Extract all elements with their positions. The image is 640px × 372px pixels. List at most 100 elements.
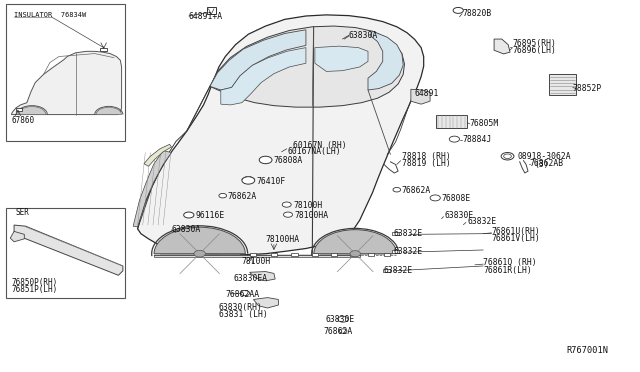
Text: 78818 (RH): 78818 (RH)	[402, 153, 451, 161]
Bar	[368, 253, 374, 256]
Circle shape	[453, 7, 463, 13]
Bar	[207, 7, 216, 14]
Circle shape	[194, 250, 205, 257]
Circle shape	[393, 187, 401, 192]
Bar	[549, 74, 576, 95]
Bar	[392, 232, 399, 235]
Bar	[331, 253, 337, 256]
Text: SER: SER	[16, 208, 30, 217]
Circle shape	[184, 212, 194, 218]
Polygon shape	[138, 15, 424, 255]
Text: 76861V(LH): 76861V(LH)	[492, 234, 540, 243]
Circle shape	[259, 156, 272, 164]
Text: 76862A: 76862A	[323, 327, 353, 336]
Polygon shape	[210, 30, 306, 90]
Polygon shape	[253, 298, 278, 308]
Bar	[350, 253, 356, 256]
Text: 76410F: 76410F	[256, 177, 285, 186]
Text: 67860: 67860	[12, 116, 35, 125]
Text: R767001N: R767001N	[566, 346, 609, 355]
Text: 78820B: 78820B	[462, 9, 492, 17]
Text: 08918-3062A: 08918-3062A	[517, 153, 571, 161]
Text: 76861Q (RH): 76861Q (RH)	[483, 258, 537, 267]
Text: 76896(LH): 76896(LH)	[512, 46, 556, 55]
Polygon shape	[210, 26, 404, 107]
Bar	[6, 208, 125, 298]
Wedge shape	[96, 107, 122, 115]
Text: 76862A: 76862A	[228, 192, 257, 201]
Polygon shape	[10, 231, 24, 242]
Text: 76805M: 76805M	[470, 119, 499, 128]
Text: 76808A: 76808A	[274, 156, 303, 165]
Text: 63832E: 63832E	[394, 247, 423, 256]
Text: 76895(RH): 76895(RH)	[512, 39, 556, 48]
Polygon shape	[221, 48, 306, 105]
Text: 63830(RH): 63830(RH)	[219, 303, 263, 312]
Text: 60167N (RH): 60167N (RH)	[293, 141, 347, 150]
Bar	[154, 255, 360, 257]
Text: 63830E: 63830E	[445, 211, 474, 220]
Circle shape	[501, 153, 514, 160]
Text: 76862AB: 76862AB	[530, 159, 564, 168]
Bar	[271, 253, 277, 256]
Text: 76861U(RH): 76861U(RH)	[492, 227, 540, 236]
Text: 64891: 64891	[415, 89, 439, 98]
Circle shape	[282, 202, 291, 207]
Bar	[312, 253, 318, 256]
Text: 76850P(RH): 76850P(RH)	[12, 278, 58, 287]
Bar	[436, 115, 467, 128]
Circle shape	[284, 212, 292, 217]
Bar	[250, 253, 256, 256]
Circle shape	[504, 154, 511, 158]
Text: 76808E: 76808E	[442, 194, 471, 203]
Polygon shape	[315, 46, 368, 71]
Text: 63830A: 63830A	[172, 225, 201, 234]
Wedge shape	[18, 106, 46, 115]
Text: 63832E: 63832E	[467, 217, 497, 226]
Text: 78819 (LH): 78819 (LH)	[402, 159, 451, 168]
Text: 63830EA: 63830EA	[234, 274, 268, 283]
Polygon shape	[411, 89, 430, 104]
Text: 78884J: 78884J	[462, 135, 492, 144]
Circle shape	[219, 193, 227, 198]
Text: 63832E: 63832E	[394, 229, 423, 238]
Wedge shape	[154, 227, 245, 254]
Polygon shape	[494, 39, 510, 54]
Text: 76851P(LH): 76851P(LH)	[12, 285, 58, 294]
Circle shape	[241, 291, 250, 296]
Text: 76862AA: 76862AA	[225, 291, 259, 299]
Bar	[392, 250, 399, 253]
Text: 78852P: 78852P	[573, 84, 602, 93]
Circle shape	[350, 251, 360, 257]
Polygon shape	[368, 31, 403, 90]
Polygon shape	[12, 51, 122, 115]
Text: INSULATOR  76834W: INSULATOR 76834W	[14, 12, 86, 18]
Text: 78100HA: 78100HA	[294, 211, 328, 220]
Circle shape	[449, 136, 460, 142]
Circle shape	[242, 177, 255, 184]
Text: 63830A: 63830A	[349, 31, 378, 40]
Circle shape	[430, 195, 440, 201]
Bar	[100, 48, 107, 51]
Circle shape	[338, 316, 348, 322]
Wedge shape	[314, 230, 397, 254]
Text: 64891+A: 64891+A	[189, 12, 223, 21]
Bar	[291, 253, 298, 256]
Bar	[383, 269, 390, 272]
Polygon shape	[250, 272, 275, 281]
Text: 63831 (LH): 63831 (LH)	[219, 310, 268, 319]
Bar	[16, 108, 22, 111]
Polygon shape	[144, 144, 172, 166]
Text: 60167NA(LH): 60167NA(LH)	[288, 147, 342, 156]
Text: 76861R(LH): 76861R(LH)	[483, 266, 532, 275]
Text: 78100HA: 78100HA	[266, 235, 300, 244]
Bar	[384, 253, 390, 256]
Text: 78100H: 78100H	[293, 201, 323, 210]
Text: 76862A: 76862A	[402, 186, 431, 195]
Text: 63830E: 63830E	[325, 315, 355, 324]
Text: 63832E: 63832E	[384, 266, 413, 275]
Text: 78100H: 78100H	[242, 257, 271, 266]
Text: 96116E: 96116E	[196, 211, 225, 220]
Bar	[6, 4, 125, 141]
Polygon shape	[133, 151, 172, 227]
